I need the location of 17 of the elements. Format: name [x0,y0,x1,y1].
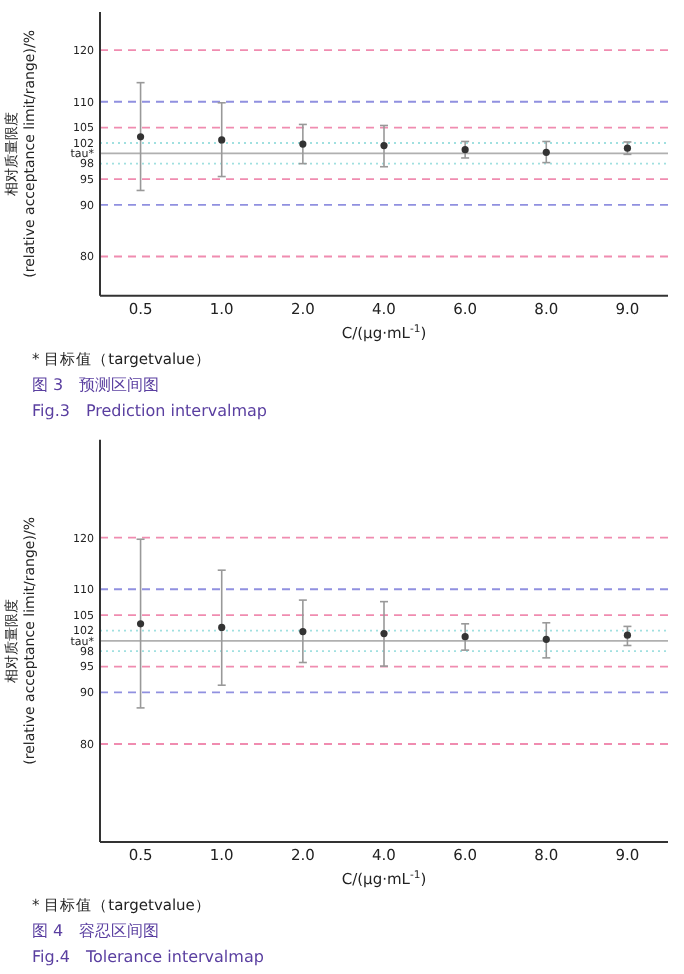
point [461,146,469,154]
point [299,140,307,148]
point [623,631,632,639]
text: Fig.3 Prediction intervalmap [32,401,268,420]
point [461,633,469,641]
point [299,627,307,636]
text: Fig.4 Tolerance intervalmap [32,948,264,966]
point [542,635,550,643]
point [136,620,145,628]
text: 图 4 容忍区间图 [32,922,160,940]
point [542,148,550,156]
point [380,141,388,150]
point [218,136,226,144]
point [136,133,145,141]
text: 图 3 预测区间图 [32,375,160,394]
point [380,630,388,638]
point [218,623,226,632]
